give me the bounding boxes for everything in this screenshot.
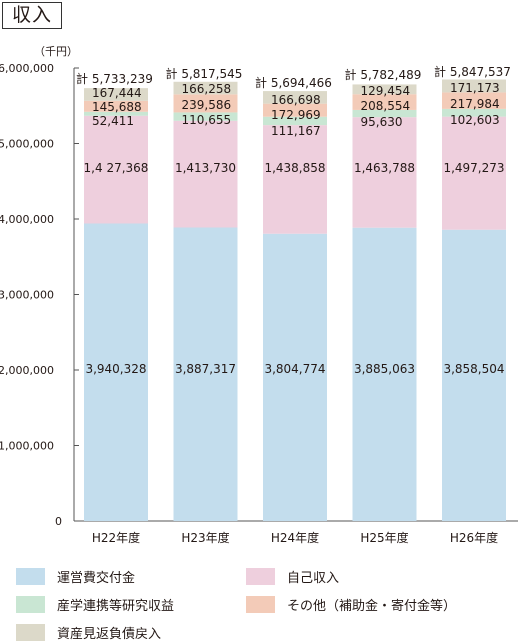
legend-swatch bbox=[246, 568, 275, 585]
legend: 運営費交付金 自己収入 産学連携等研究収益 その他（補助金・寄付金等） 資産見返… bbox=[0, 556, 520, 644]
x-tick-label: H24年度 bbox=[271, 530, 319, 545]
bar-segment bbox=[173, 94, 238, 113]
unit-label: （千円） bbox=[34, 45, 78, 58]
bar-segment bbox=[173, 112, 238, 121]
data-label: 217,984 bbox=[450, 97, 500, 111]
legend-swatch bbox=[246, 596, 275, 613]
bar-segment bbox=[84, 223, 148, 521]
bar-segment bbox=[352, 109, 417, 118]
data-label: 3,940,328 bbox=[85, 362, 146, 376]
x-tick-label: H22年度 bbox=[92, 530, 140, 545]
data-label: 1,4 27,368 bbox=[84, 161, 149, 175]
bar-segment bbox=[442, 116, 506, 230]
bar-segment bbox=[173, 81, 238, 95]
y-tick-label: 4,000,000 bbox=[0, 213, 54, 226]
bar-segment bbox=[84, 88, 148, 101]
total-label: 計 5,782,489 bbox=[345, 67, 422, 82]
y-tick-label: 3,000,000 bbox=[0, 289, 54, 302]
bar-segment bbox=[352, 94, 417, 110]
data-label: 110,655 bbox=[182, 113, 232, 127]
data-label: 111,167 bbox=[271, 124, 321, 138]
bar-segment bbox=[84, 100, 148, 112]
data-label: 52,411 bbox=[92, 114, 134, 128]
y-tick-label: 5,000,000 bbox=[0, 138, 54, 151]
total-label: 計 5,817,545 bbox=[166, 66, 243, 81]
bar-segment bbox=[263, 116, 327, 126]
data-label: 1,497,273 bbox=[443, 161, 504, 175]
total-label: 計 5,847,537 bbox=[434, 64, 511, 79]
y-tick-label: 2,000,000 bbox=[0, 364, 54, 377]
legend-item-industry-research: 産学連携等研究収益 bbox=[16, 595, 174, 614]
bar-segment bbox=[442, 229, 506, 521]
legend-label: 運営費交付金 bbox=[57, 571, 136, 586]
stacked-bar-chart: 0 1,000,000 2,000,000 3,000,000 4,000,000 5,0… bbox=[0, 62, 518, 545]
bar-segment bbox=[84, 111, 148, 116]
bar-segment bbox=[263, 125, 327, 234]
data-label: 166,258 bbox=[182, 82, 232, 96]
bar-segment bbox=[173, 227, 238, 521]
data-label: 129,454 bbox=[361, 84, 411, 98]
data-label: 208,554 bbox=[361, 99, 411, 113]
bar-segment bbox=[442, 92, 506, 109]
data-label: 145,688 bbox=[92, 100, 142, 114]
data-label: 3,804,774 bbox=[264, 362, 325, 376]
x-tick-label: H23年度 bbox=[181, 530, 229, 545]
legend-label: 産学連携等研究収益 bbox=[57, 599, 175, 614]
bar-segment bbox=[442, 108, 506, 117]
y-tick-label: 1,000,000 bbox=[0, 440, 54, 453]
legend-item-asset-liability: 資産見返負債戻入 bbox=[16, 623, 161, 642]
bar-segment bbox=[263, 103, 327, 117]
legend-item-other: その他（補助金・寄付金等） bbox=[246, 595, 456, 614]
legend-swatch bbox=[16, 568, 45, 585]
data-label: 1,413,730 bbox=[175, 161, 236, 175]
data-label: 1,463,788 bbox=[354, 161, 415, 175]
data-label: 3,887,317 bbox=[175, 362, 236, 376]
data-label: 166,698 bbox=[271, 93, 321, 107]
legend-label: 資産見返負債戻入 bbox=[57, 627, 162, 642]
legend-item-own-income: 自己収入 bbox=[246, 567, 339, 586]
y-tick-label: 0 bbox=[55, 515, 62, 528]
chart-title: 収入 bbox=[2, 2, 62, 29]
bar-segment bbox=[263, 91, 327, 104]
bar-segment bbox=[442, 79, 506, 93]
legend-label: 自己収入 bbox=[287, 571, 340, 586]
data-label: 1,438,858 bbox=[264, 161, 325, 175]
data-label: 167,444 bbox=[92, 86, 142, 100]
data-label: 95,630 bbox=[361, 115, 403, 129]
x-tick-label: H26年度 bbox=[450, 530, 498, 545]
total-label: 計 5,733,239 bbox=[76, 71, 153, 86]
data-label: 172,969 bbox=[271, 108, 321, 122]
total-label: 計 5,694,466 bbox=[255, 75, 332, 90]
data-label: 3,858,504 bbox=[443, 362, 504, 376]
bar-segment bbox=[352, 84, 417, 95]
data-label: 102,603 bbox=[450, 113, 500, 127]
bar-segment bbox=[84, 115, 148, 224]
legend-item-operating-grant: 運営費交付金 bbox=[16, 567, 135, 586]
x-tick-label: H25年度 bbox=[360, 530, 408, 545]
legend-label: その他（補助金・寄付金等） bbox=[287, 599, 457, 614]
bar-segment bbox=[173, 120, 238, 228]
bar-segment bbox=[352, 117, 417, 228]
legend-swatch bbox=[16, 596, 45, 613]
y-tick-label: 6,000,000 bbox=[0, 62, 54, 75]
data-label: 239,586 bbox=[182, 98, 232, 112]
data-label: 3,885,063 bbox=[354, 362, 415, 376]
bar-segment bbox=[352, 227, 417, 522]
bar-segment bbox=[263, 233, 327, 521]
data-label: 171,173 bbox=[450, 81, 500, 95]
legend-swatch bbox=[16, 624, 45, 641]
